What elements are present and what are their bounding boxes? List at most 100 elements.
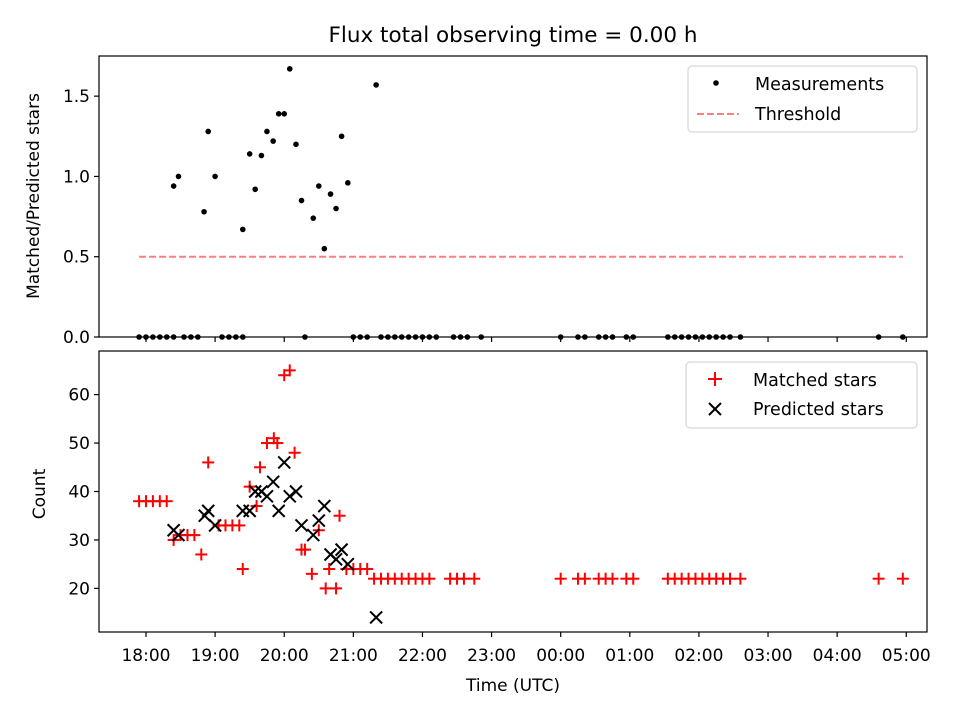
predicted-stars-point	[334, 542, 349, 557]
predicted-stars-point	[260, 489, 274, 504]
ratio-panel-frame	[98, 55, 928, 338]
matched-stars-point	[271, 437, 284, 450]
x-tick-label: 03:00	[744, 646, 793, 666]
matched-stars-point	[260, 437, 273, 450]
x-tick-label: 18:00	[121, 646, 170, 666]
legend-predicted-marker	[708, 402, 722, 416]
measurement-point	[212, 173, 218, 180]
x-tick-label: 00:00	[536, 646, 585, 666]
predicted-stars-point	[306, 528, 320, 542]
matched-stars-point	[319, 582, 332, 595]
y-tick-label: 0.5	[63, 248, 90, 268]
measurement-point	[321, 245, 328, 252]
matched-stars-point	[305, 567, 318, 580]
y-tick-label: 60	[68, 386, 90, 406]
count-panel-frame	[98, 350, 928, 633]
measurement-point	[275, 111, 282, 117]
ratio-panel: 0.0 0.5 1.0 1.5 Matched/Predicted stars Mea…	[24, 55, 928, 348]
y-tick-label: 30	[68, 531, 90, 551]
ratio-y-axis-label: Matched/Predicted stars	[24, 93, 44, 299]
figure-title: Flux total observing time = 0.00 h	[329, 23, 698, 48]
matched-stars-point	[468, 572, 481, 585]
matched-stars-point	[250, 500, 263, 513]
measurement-point	[239, 226, 246, 233]
legend-measurements-marker	[713, 80, 719, 86]
x-tick-label: 05:00	[882, 646, 931, 666]
predicted-stars-point	[277, 455, 291, 470]
matched-stars-point	[896, 572, 909, 585]
measurement-point	[201, 208, 207, 215]
measurement-point	[258, 152, 265, 159]
count-legend: Matched stars Predicted stars	[685, 361, 918, 429]
predicted-stars-point	[242, 504, 257, 518]
legend-matched-marker	[708, 372, 722, 386]
x-axis-label: Time (UTC)	[465, 676, 560, 696]
matched-stars-point	[423, 572, 436, 585]
measurement-point	[270, 138, 276, 144]
ratio-legend: Measurements Threshold	[687, 65, 918, 133]
measurement-point	[246, 151, 253, 157]
count-y-axis-label: Count	[30, 468, 50, 519]
measurement-point	[170, 183, 177, 189]
measurement-point	[333, 205, 339, 212]
legend-matched-label: Matched stars	[753, 371, 877, 391]
x-tick-label: 01:00	[605, 646, 654, 666]
legend-predicted-label: Predicted stars	[753, 400, 884, 420]
y-tick-label: 0.0	[63, 328, 90, 348]
count-panel: 20 30 40 50 60 18:00 19:00 20:00 21:00 22:00 23:00…	[30, 350, 931, 696]
matched-stars-point	[195, 548, 208, 561]
x-tick-label: 20:00	[260, 646, 309, 666]
predicted-stars-point	[171, 528, 186, 542]
x-tick-label: 22:00	[398, 646, 447, 666]
legend-measurements-label: Measurements	[755, 75, 884, 95]
measurement-point	[345, 180, 351, 186]
matched-stars-point	[457, 572, 470, 585]
predicted-stars-point	[289, 484, 303, 499]
measurement-point	[373, 82, 379, 88]
matched-stars-point	[254, 461, 267, 474]
matched-stars-point	[233, 519, 246, 532]
x-tick-label: 21:00	[329, 646, 378, 666]
matched-stars-point	[554, 572, 567, 585]
matched-stars-point	[627, 572, 640, 585]
matched-stars-point	[361, 563, 374, 576]
predicted-stars-point	[329, 552, 343, 567]
matched-stars-point	[724, 572, 737, 585]
matched-stars-point	[160, 495, 173, 508]
matched-stars-point	[298, 543, 311, 556]
measurement-point	[315, 183, 322, 189]
measurement-point	[338, 133, 345, 140]
y-tick-label: 40	[68, 483, 90, 503]
measurement-point	[286, 66, 293, 72]
predicted-stars-point	[294, 518, 309, 533]
x-tick-label: 23:00	[467, 646, 516, 666]
legend-threshold-label: Threshold	[754, 105, 841, 125]
measurement-point	[327, 191, 334, 197]
matched-stars-point	[330, 582, 343, 595]
matched-stars-point	[872, 572, 885, 585]
x-tick-label: 19:00	[191, 646, 240, 666]
measurement-point	[175, 173, 182, 180]
predicted-stars-point	[271, 504, 286, 518]
y-tick-label: 50	[68, 434, 90, 454]
x-tick-label: 02:00	[674, 646, 723, 666]
matched-stars-point	[578, 572, 591, 585]
predicted-stars-point	[317, 499, 332, 513]
predicted-stars-point	[341, 557, 355, 571]
matched-stars-point	[202, 456, 215, 469]
matched-stars-point	[333, 509, 346, 522]
predicted-stars-point	[208, 518, 222, 533]
matched-stars-point	[283, 364, 296, 377]
predicted-stars-point	[266, 475, 280, 489]
measurement-point	[293, 141, 299, 148]
y-tick-label: 1.5	[63, 87, 90, 107]
measurement-point	[252, 186, 259, 193]
measurement-point	[264, 128, 270, 135]
y-tick-label: 1.0	[63, 167, 90, 187]
matched-stars-point	[188, 529, 201, 542]
matched-stars-point	[606, 572, 619, 585]
x-tick-label: 04:00	[813, 646, 862, 666]
matched-stars-point	[323, 563, 336, 576]
predicted-stars-point	[369, 610, 383, 625]
